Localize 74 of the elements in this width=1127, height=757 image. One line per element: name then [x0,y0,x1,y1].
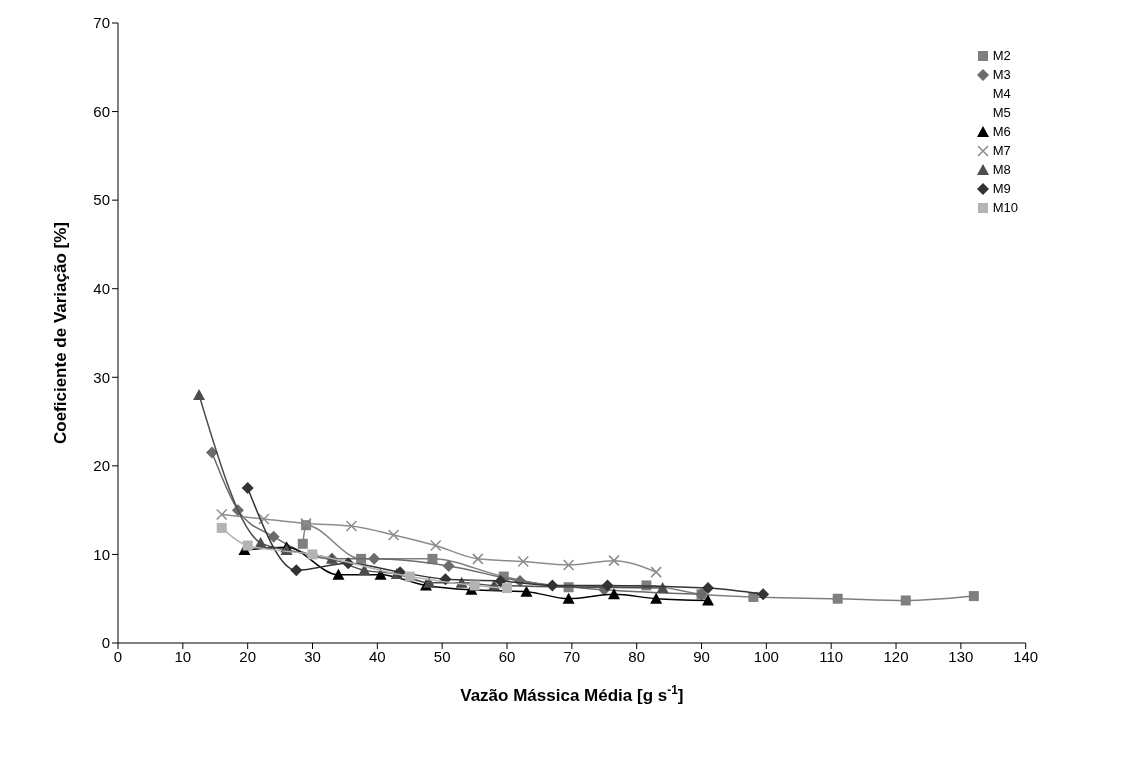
legend-label: M2 [992,48,1011,63]
point [423,576,436,588]
legend-label: M3 [992,67,1011,82]
point [267,530,280,543]
y-tick-label: 0 [101,634,110,652]
point [650,592,663,604]
point [469,580,480,591]
legend-label: M8 [992,162,1011,177]
x-tick-label: 0 [113,647,123,665]
x-tick-label: 10 [174,647,192,665]
point [215,508,228,521]
x-tick-label: 80 [628,647,646,665]
point [241,482,254,494]
x-tick-label: 60 [498,647,516,665]
point [193,389,206,400]
point [345,520,358,532]
point [368,552,381,565]
point [258,513,270,525]
x-tick-label: 140 [1013,647,1039,665]
point [387,529,400,541]
point [900,595,911,606]
point [562,592,575,604]
point [517,555,529,568]
point [254,536,267,548]
point [607,588,620,600]
text: M5 [992,105,1011,120]
x-tick-label: 100 [753,647,779,665]
x-tick-label: 20 [239,647,257,665]
y-tick-label: 20 [93,457,110,475]
point [546,579,559,592]
point [968,591,979,602]
x-tick-label: 50 [433,647,451,665]
x-tick-label: 70 [563,647,581,665]
x-tick-label: 90 [693,647,710,665]
x-tick-label: 110 [819,647,844,665]
x-tick-label: 40 [369,647,386,665]
point [442,559,455,572]
point [702,582,715,595]
x-axis-title: Vazão Mássica Média [g s$^{-1}$] [460,683,684,705]
text: M4 [992,86,1011,101]
point [520,585,533,597]
x-tick-label: 120 [883,647,909,665]
point [502,583,513,594]
x-tick-label: 130 [948,647,974,665]
point [216,522,227,533]
point [242,540,253,551]
point [472,553,484,565]
y-tick-label: 50 [93,191,110,209]
legend-label: M6 [992,124,1011,139]
point [702,594,715,606]
y-tick-label: 30 [93,368,110,386]
legend-label: M10 [992,200,1018,215]
y-tick-label: 60 [93,102,110,120]
point [757,588,770,601]
y-tick-label: 10 [93,545,110,563]
x-tick-label: 30 [304,647,321,665]
point [332,568,345,580]
point [494,575,507,587]
y-tick-label: 40 [93,280,110,298]
y-tick-label: 70 [93,14,110,32]
point [404,571,415,582]
legend-label: M7 [992,143,1011,158]
point [832,593,843,604]
point [206,446,219,459]
point [562,559,575,571]
point [650,566,662,578]
legend-label: M9 [992,181,1011,196]
point [290,564,303,577]
point [601,579,614,592]
point [307,549,318,560]
point [297,538,308,549]
y-axis-title: Coeficiente de Variação [%] [51,221,70,445]
point [608,554,620,567]
point [429,539,442,552]
